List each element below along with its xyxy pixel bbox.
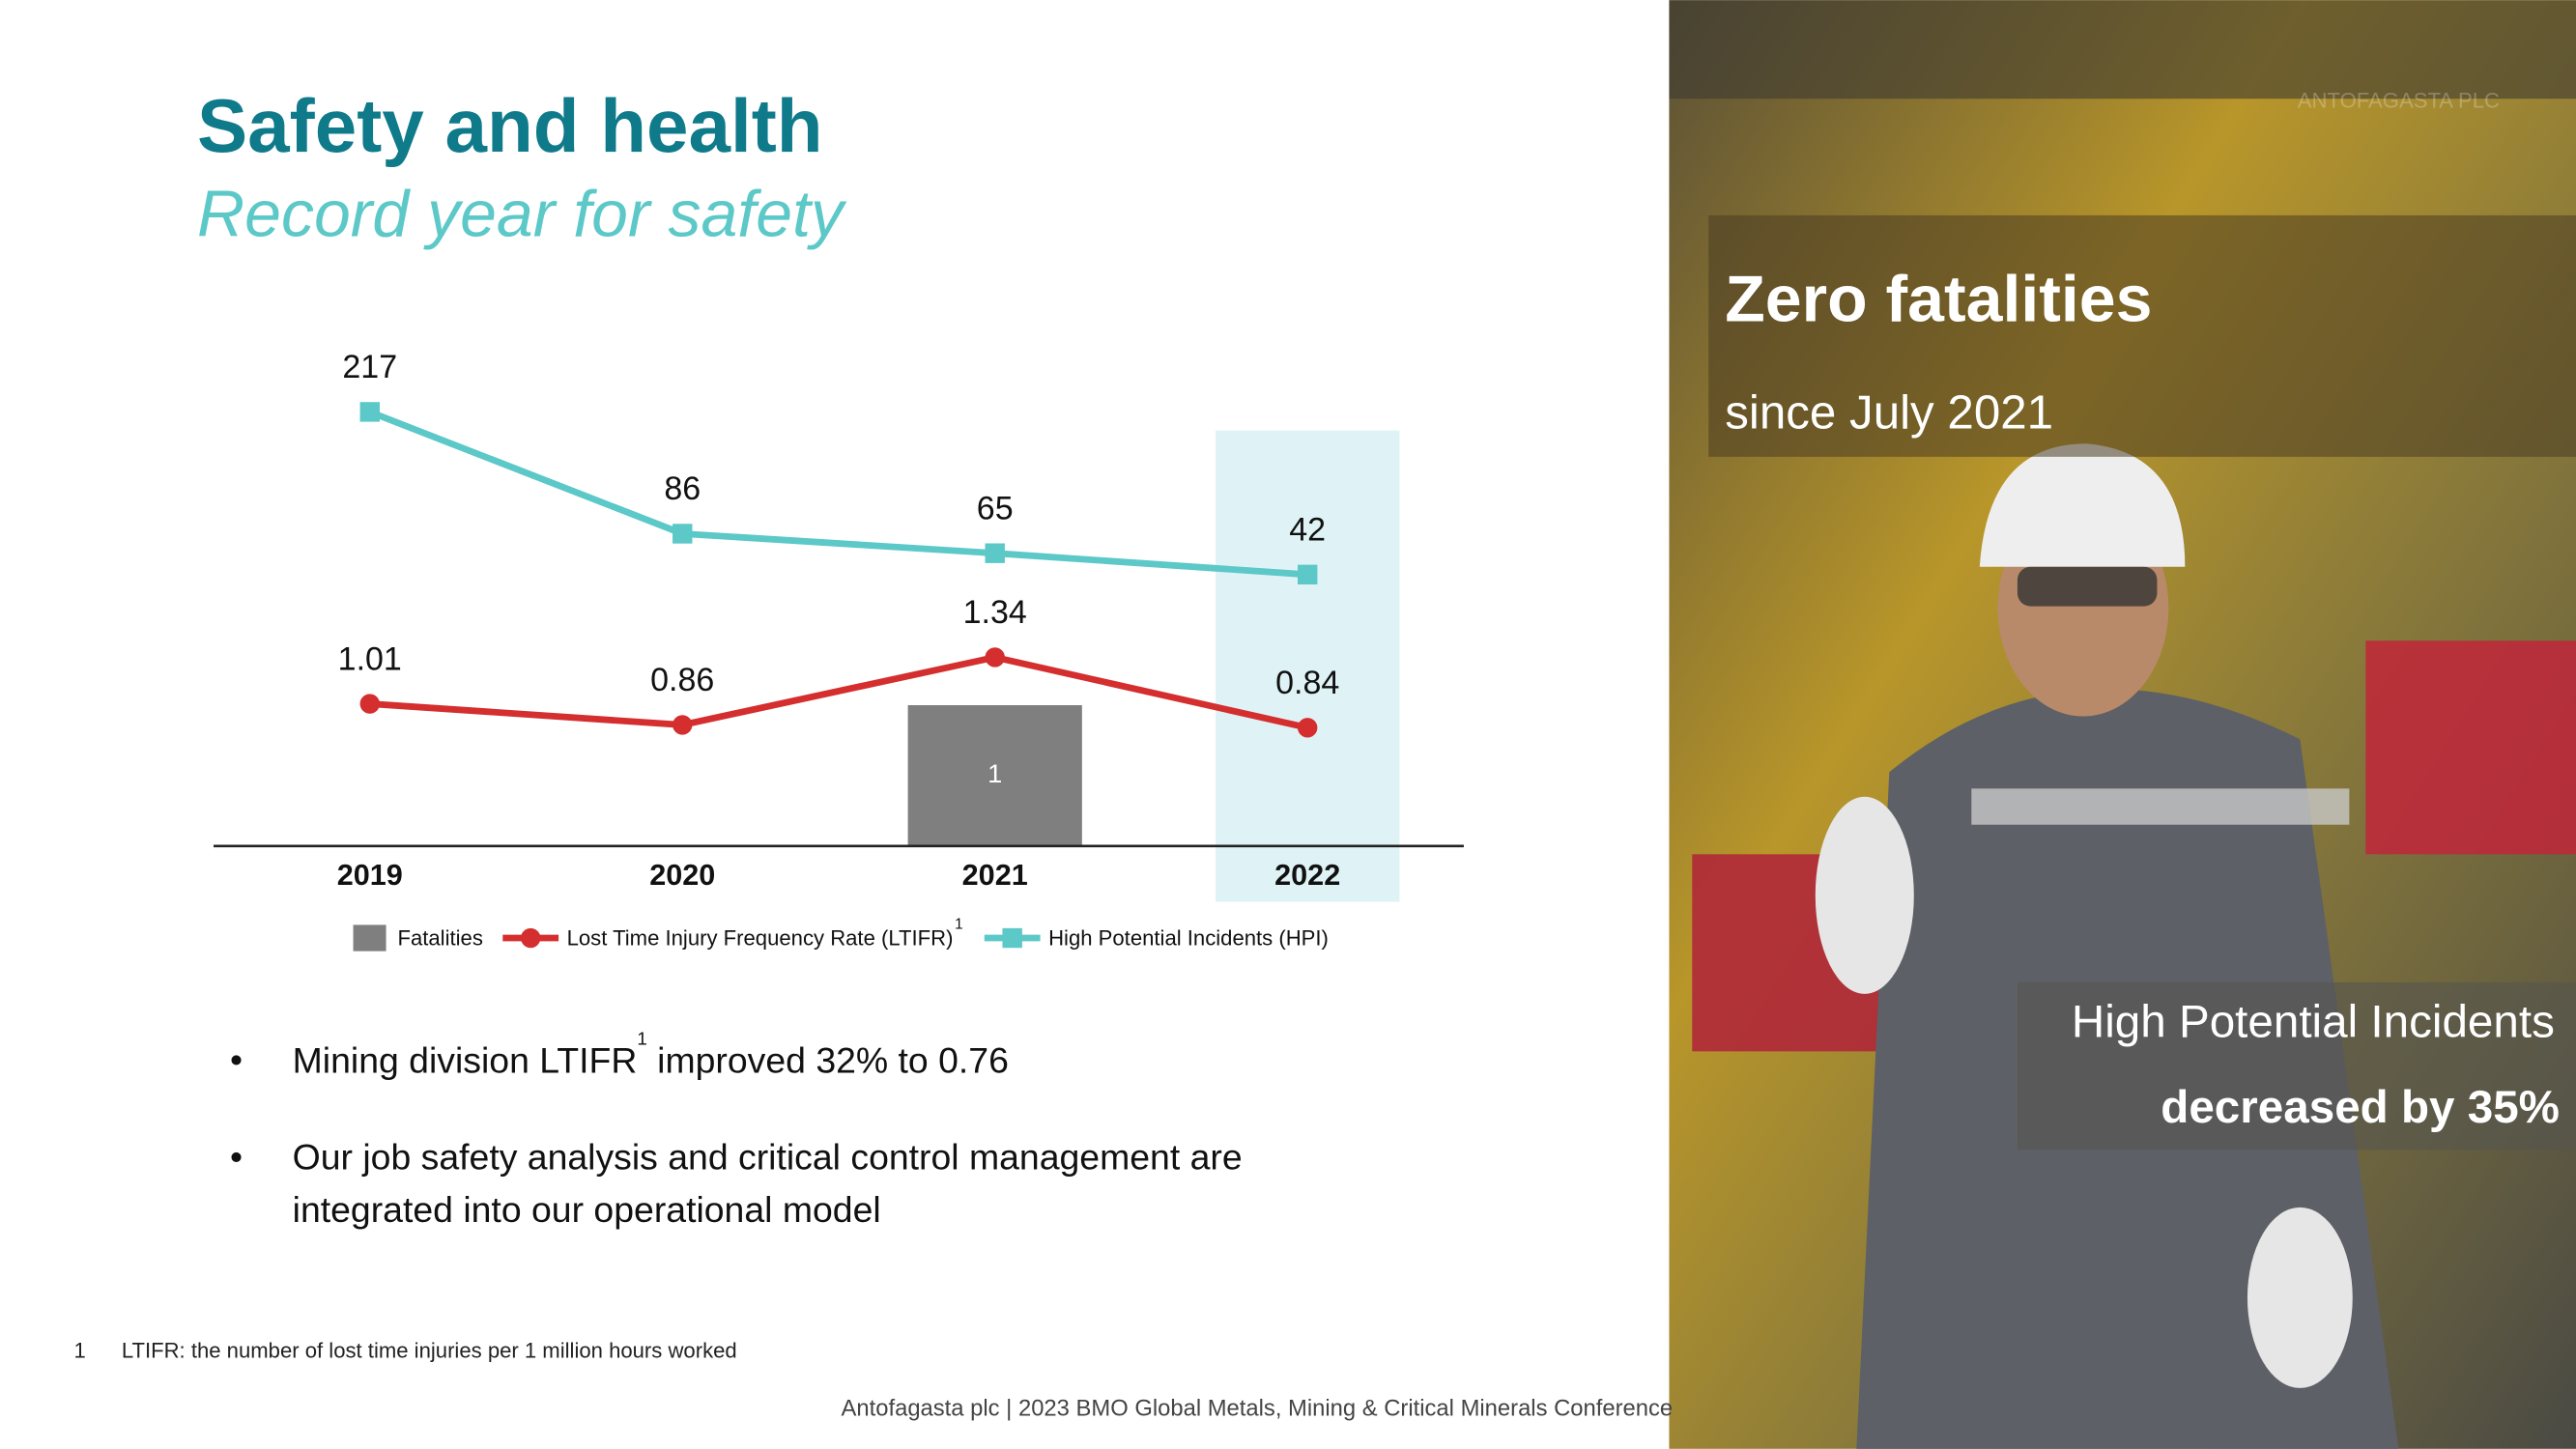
data-label: 217 [342,349,397,385]
line-marker [985,647,1005,668]
bar [907,705,1082,846]
legend-footnote: 1 [955,916,963,932]
panel-subline: since July 2021 [1725,385,2053,439]
legend-label: Fatalities [397,926,482,951]
data-label: 1.01 [338,640,402,677]
photo-glove [2247,1207,2353,1388]
legend-label: High Potential Incidents (HPI) [1048,926,1329,951]
footer: Antofagasta plc | 2023 BMO Global Metals… [842,1395,1674,1421]
photo-shade [1669,0,2576,99]
headline-box [1708,214,2576,457]
photo-panel: ANTOFAGASTA PLC Zero fatalities since Ju… [1669,0,2576,1449]
highlight-band [1215,430,1400,902]
slide-title: Safety and health [197,83,823,168]
panel-stat: High Potential Incidents [2072,997,2555,1048]
photo-glove [1815,796,1914,994]
legend-swatch [1002,927,1022,949]
photo-helmet [1979,443,2186,567]
x-tick-label: 2021 [962,859,1028,892]
data-label: 1.34 [963,594,1027,631]
bullet-text: Mining division LTIFR1 improved 32% to 0… [293,1028,1009,1080]
bullet-dot: • [230,1039,243,1080]
x-tick-label: 2022 [1274,859,1340,892]
x-tick-label: 2020 [649,859,715,892]
photo-glasses [2017,566,2158,607]
legend-label: Lost Time Injury Frequency Rate (LTIFR) [567,926,954,951]
line-marker [985,543,1005,563]
data-label: 86 [664,470,701,507]
line-marker [1297,718,1318,738]
line-series [368,409,1308,579]
panel-stat: decreased by 35% [2161,1082,2560,1133]
line-marker [673,524,693,544]
x-tick-label: 2019 [337,859,403,892]
bullet-text: improved 32% to 0.76 [647,1039,1009,1080]
chart: 1 1.01 0.86 1.34 0.84 217 86 65 42 2019 2020 2021 20… [214,349,1464,952]
line-marker [359,402,380,422]
footnote-number: 1 [74,1338,86,1362]
photo-toolbox [2365,640,2576,855]
line-marker [359,694,380,714]
data-label: 42 [1289,512,1326,549]
watermark: ANTOFAGASTA PLC [2298,88,2500,112]
bullet-dot: • [230,1136,243,1177]
line-marker [1297,564,1318,585]
line-marker [673,715,693,735]
photo-stripe [1971,788,2350,825]
footnote-text: LTIFR: the number of lost time injuries … [122,1338,737,1362]
bullet-text: Our job safety analysis and critical con… [293,1136,1243,1177]
bullet-text: Mining division LTIFR [293,1039,638,1080]
data-label: 0.86 [650,662,714,698]
bullet-text: integrated into our operational model [293,1189,881,1230]
data-label: 0.84 [1275,665,1339,701]
superscript: 1 [637,1028,646,1048]
line-series [369,653,1308,731]
legend-swatch [353,924,386,952]
data-label: 65 [977,490,1014,526]
stat-box [2017,981,2576,1151]
bar-value-label: 1 [987,758,1002,788]
legend-swatch [520,927,541,949]
slide-subtitle: Record year for safety [197,177,847,250]
panel-headline: Zero fatalities [1725,263,2152,336]
